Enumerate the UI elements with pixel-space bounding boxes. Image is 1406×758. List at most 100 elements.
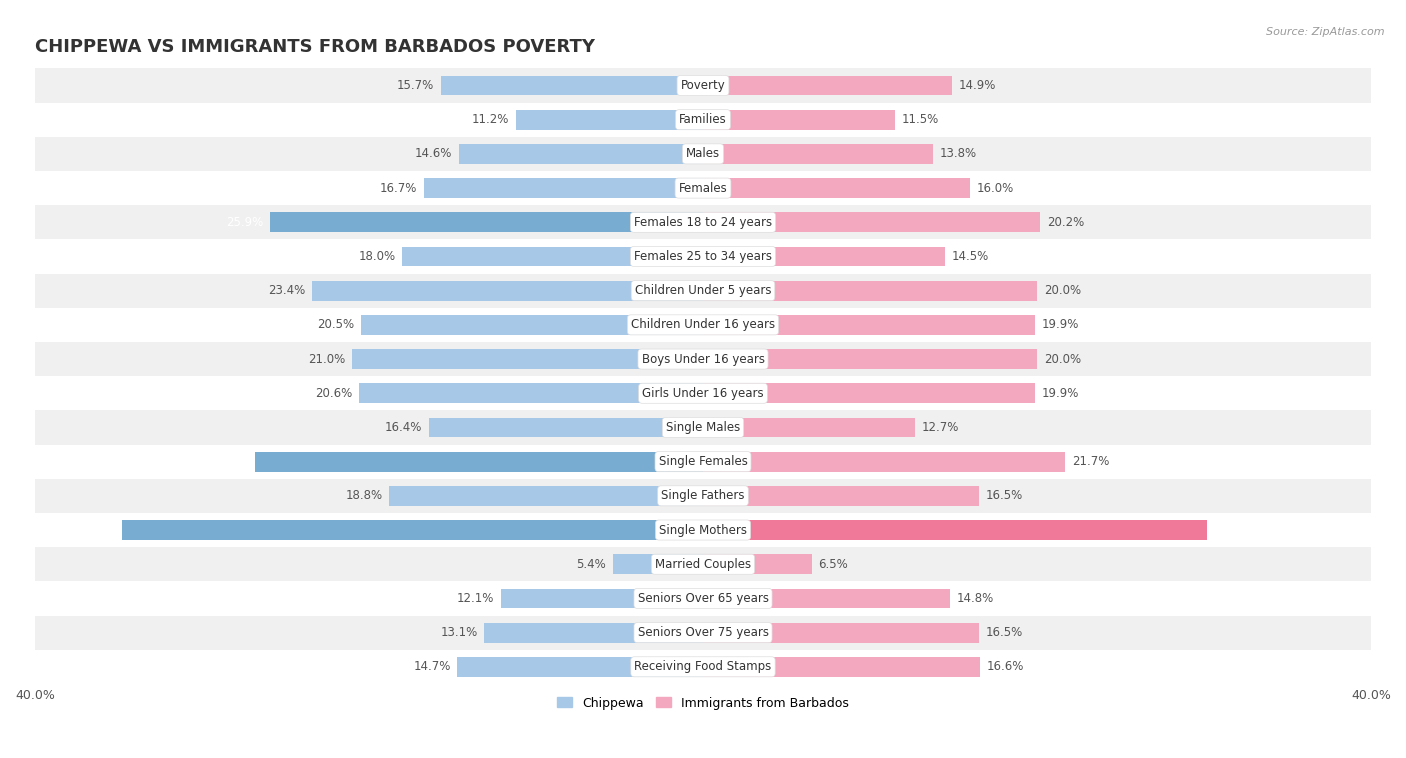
Bar — [425, 178, 703, 198]
Text: 18.0%: 18.0% — [359, 250, 395, 263]
Bar — [703, 212, 1040, 232]
Text: Boys Under 16 years: Boys Under 16 years — [641, 352, 765, 365]
Text: Seniors Over 65 years: Seniors Over 65 years — [637, 592, 769, 605]
Text: 26.8%: 26.8% — [211, 455, 249, 468]
Text: Single Mothers: Single Mothers — [659, 524, 747, 537]
Text: Source: ZipAtlas.com: Source: ZipAtlas.com — [1267, 27, 1385, 36]
Text: 11.2%: 11.2% — [472, 113, 509, 126]
Bar — [35, 205, 1371, 240]
Text: 19.9%: 19.9% — [1042, 318, 1080, 331]
Bar — [35, 68, 1371, 102]
Text: 20.0%: 20.0% — [1043, 352, 1081, 365]
Bar — [501, 588, 703, 609]
Bar — [703, 657, 980, 677]
Text: Males: Males — [686, 147, 720, 161]
Text: 18.8%: 18.8% — [346, 490, 382, 503]
Bar — [460, 144, 703, 164]
Text: 23.4%: 23.4% — [269, 284, 305, 297]
Text: Single Females: Single Females — [658, 455, 748, 468]
Bar — [703, 280, 1038, 301]
Text: 30.2%: 30.2% — [1213, 524, 1251, 537]
Bar — [457, 657, 703, 677]
Text: 13.1%: 13.1% — [440, 626, 478, 639]
Text: Females: Females — [679, 182, 727, 195]
Bar — [35, 581, 1371, 615]
Bar — [35, 308, 1371, 342]
Text: 34.8%: 34.8% — [77, 524, 115, 537]
Text: 13.8%: 13.8% — [941, 147, 977, 161]
Text: Girls Under 16 years: Girls Under 16 years — [643, 387, 763, 399]
Text: 21.7%: 21.7% — [1073, 455, 1109, 468]
Bar — [35, 410, 1371, 444]
Text: 16.0%: 16.0% — [977, 182, 1014, 195]
Text: 16.7%: 16.7% — [380, 182, 418, 195]
Bar — [703, 452, 1066, 471]
Bar — [703, 144, 934, 164]
Bar — [703, 554, 811, 574]
Text: 6.5%: 6.5% — [818, 558, 848, 571]
Text: Single Males: Single Males — [666, 421, 740, 434]
Bar — [360, 315, 703, 335]
Text: 14.9%: 14.9% — [959, 79, 995, 92]
Bar — [353, 349, 703, 369]
Text: 12.1%: 12.1% — [457, 592, 495, 605]
Text: 20.0%: 20.0% — [1043, 284, 1081, 297]
Text: 20.5%: 20.5% — [316, 318, 354, 331]
Bar — [703, 384, 1035, 403]
Text: 25.9%: 25.9% — [226, 216, 264, 229]
Text: CHIPPEWA VS IMMIGRANTS FROM BARBADOS POVERTY: CHIPPEWA VS IMMIGRANTS FROM BARBADOS POV… — [35, 38, 595, 56]
Text: 16.4%: 16.4% — [385, 421, 422, 434]
Bar — [270, 212, 703, 232]
Bar — [35, 547, 1371, 581]
Bar — [441, 76, 703, 96]
Text: 20.6%: 20.6% — [315, 387, 353, 399]
Bar — [703, 520, 1208, 540]
Text: Families: Families — [679, 113, 727, 126]
Text: Females 25 to 34 years: Females 25 to 34 years — [634, 250, 772, 263]
Bar — [516, 110, 703, 130]
Bar — [35, 342, 1371, 376]
Text: 5.4%: 5.4% — [576, 558, 606, 571]
Text: 16.6%: 16.6% — [987, 660, 1025, 673]
Bar — [122, 520, 703, 540]
Bar — [703, 588, 950, 609]
Bar — [35, 513, 1371, 547]
Bar — [35, 102, 1371, 136]
Bar — [35, 444, 1371, 479]
Bar — [35, 240, 1371, 274]
Text: 21.0%: 21.0% — [308, 352, 346, 365]
Text: 12.7%: 12.7% — [922, 421, 959, 434]
Text: 14.6%: 14.6% — [415, 147, 453, 161]
Bar — [35, 274, 1371, 308]
Text: Receiving Food Stamps: Receiving Food Stamps — [634, 660, 772, 673]
Bar — [484, 623, 703, 643]
Bar — [703, 623, 979, 643]
Bar — [703, 349, 1038, 369]
Text: Poverty: Poverty — [681, 79, 725, 92]
Bar — [35, 136, 1371, 171]
Text: 16.5%: 16.5% — [986, 490, 1022, 503]
Bar — [35, 376, 1371, 410]
Bar — [359, 384, 703, 403]
Bar — [613, 554, 703, 574]
Text: Married Couples: Married Couples — [655, 558, 751, 571]
Text: 11.5%: 11.5% — [901, 113, 939, 126]
Bar — [703, 76, 952, 96]
Text: Children Under 16 years: Children Under 16 years — [631, 318, 775, 331]
Text: Seniors Over 75 years: Seniors Over 75 years — [637, 626, 769, 639]
Bar — [703, 418, 915, 437]
Text: Single Fathers: Single Fathers — [661, 490, 745, 503]
Text: 20.2%: 20.2% — [1047, 216, 1084, 229]
Bar — [703, 486, 979, 506]
Bar — [35, 615, 1371, 650]
Bar — [703, 110, 896, 130]
Bar — [429, 418, 703, 437]
Text: 14.8%: 14.8% — [957, 592, 994, 605]
Bar — [389, 486, 703, 506]
Bar — [703, 315, 1035, 335]
Bar — [256, 452, 703, 471]
Bar — [703, 178, 970, 198]
Bar — [402, 246, 703, 266]
Text: 14.7%: 14.7% — [413, 660, 451, 673]
Text: 19.9%: 19.9% — [1042, 387, 1080, 399]
